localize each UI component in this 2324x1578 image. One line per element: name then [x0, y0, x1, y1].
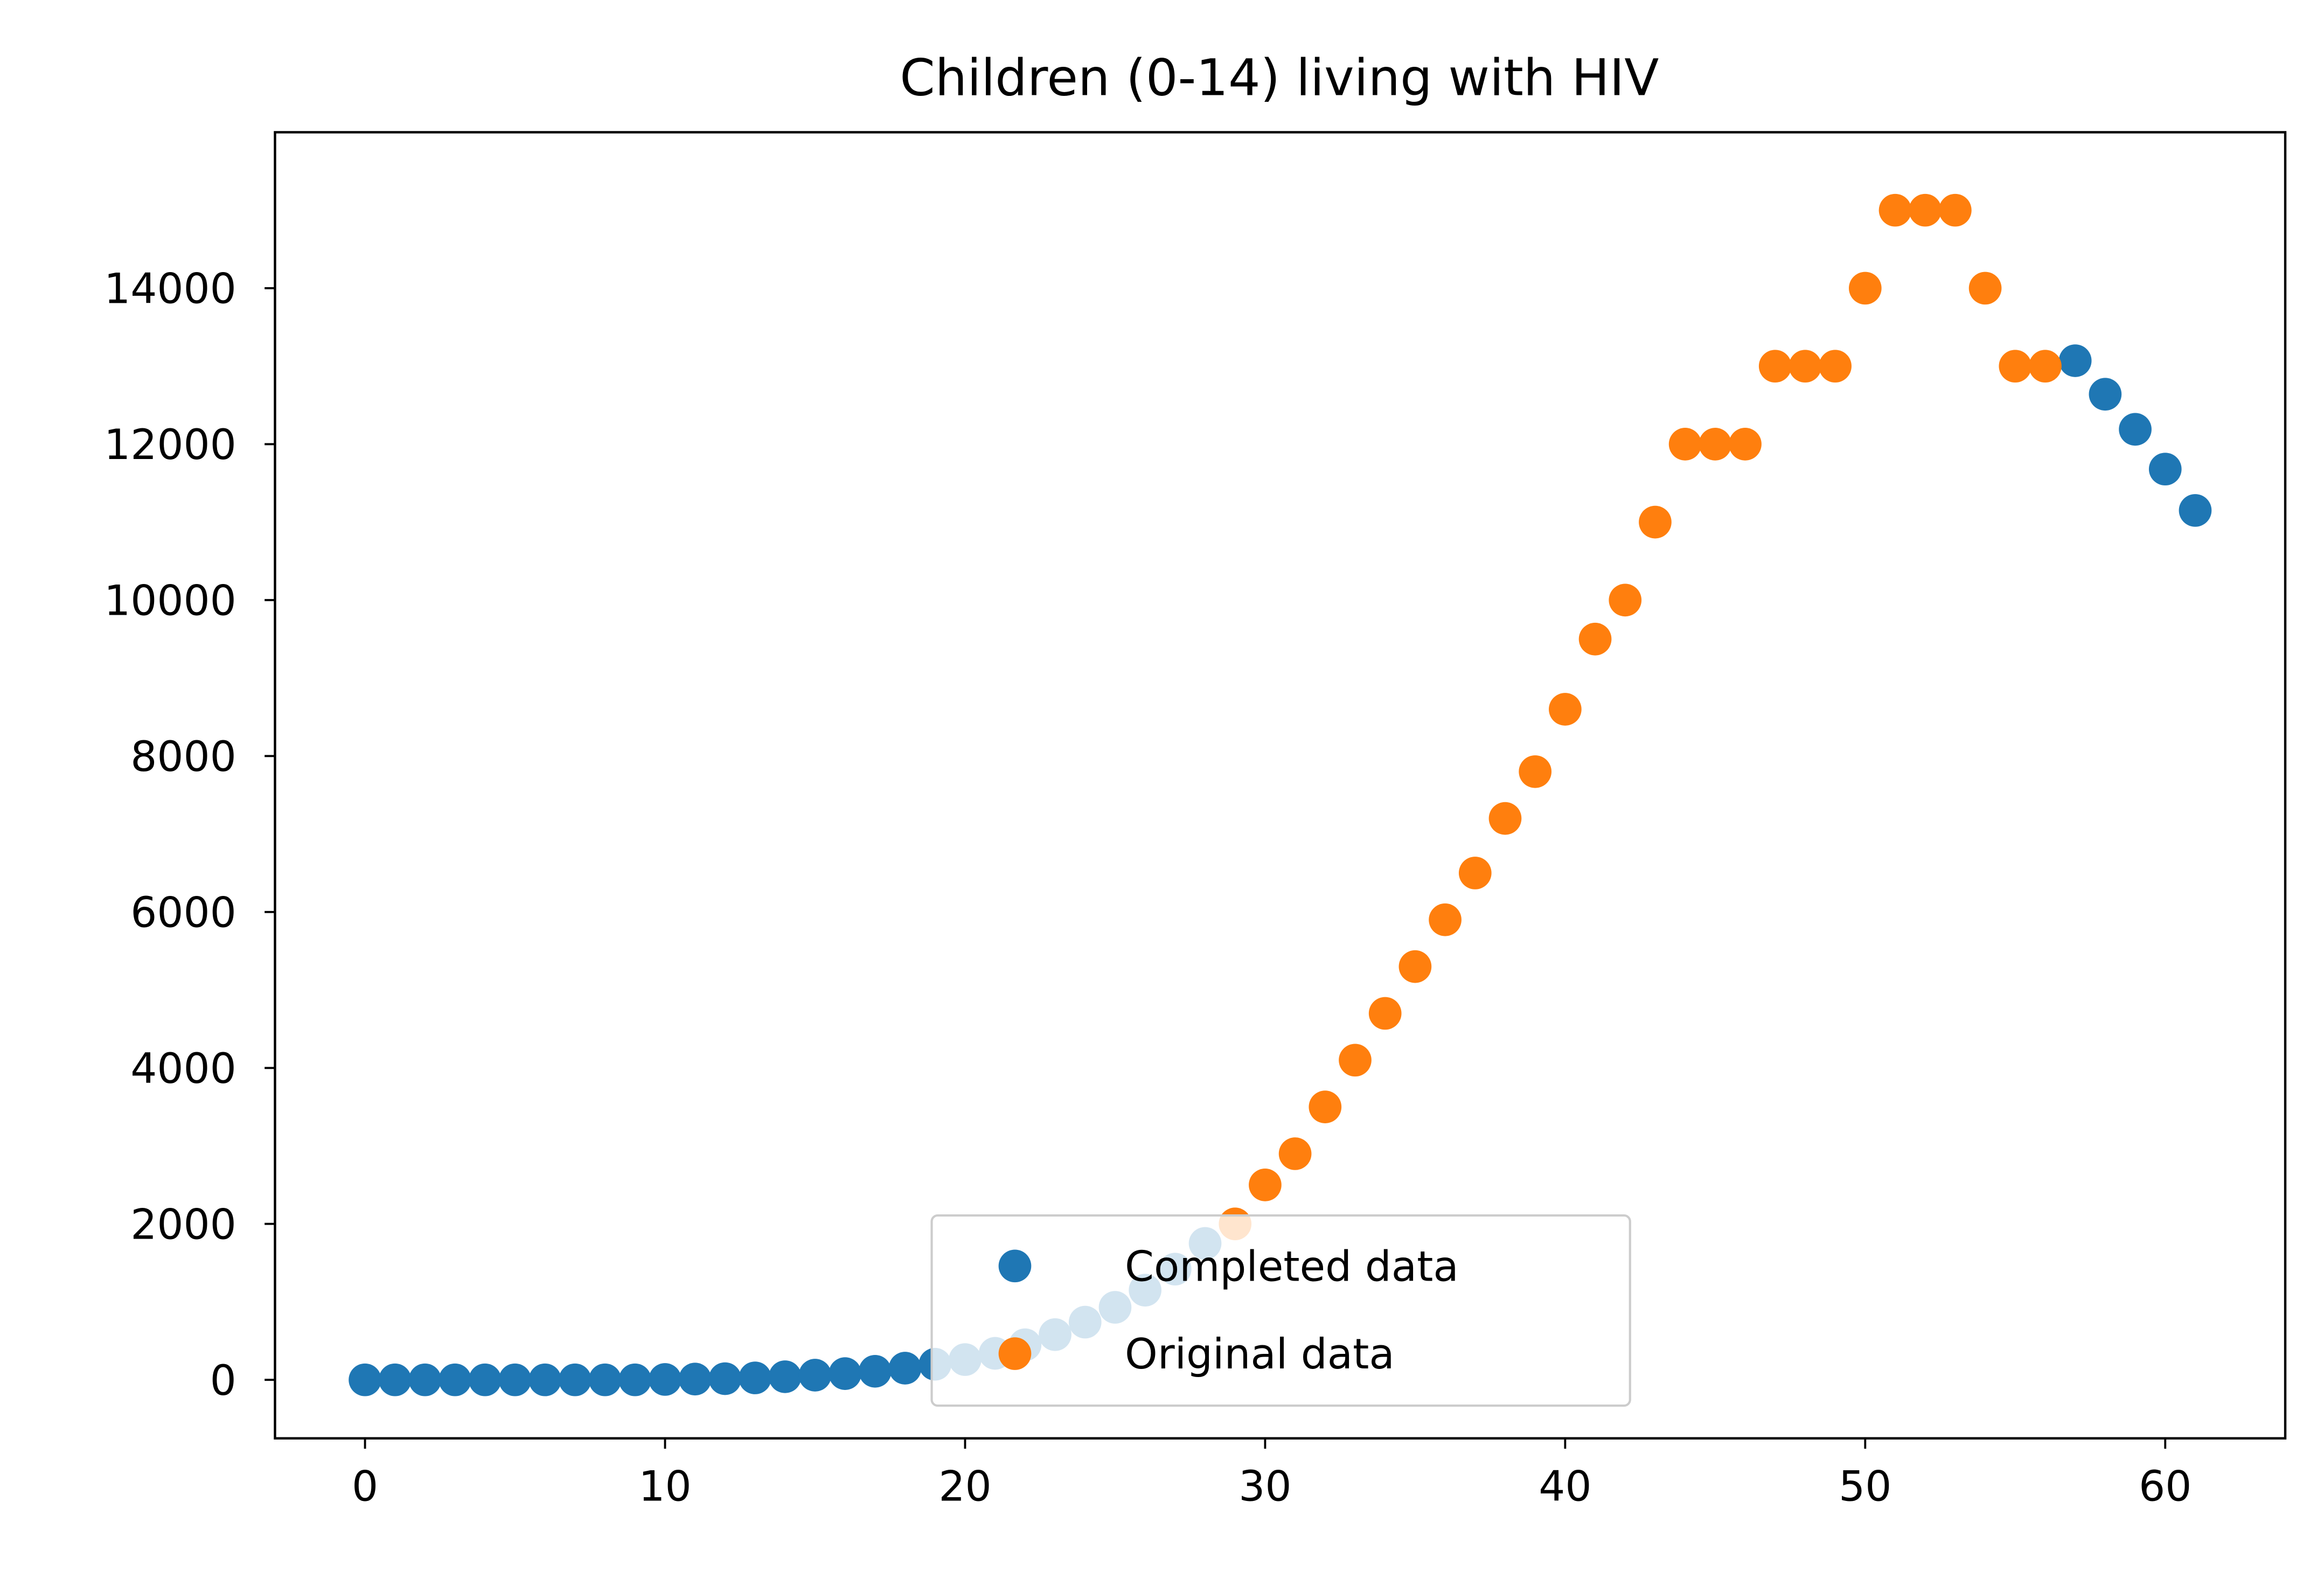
legend: Completed data Original data — [930, 1214, 1631, 1407]
data-point — [1819, 350, 1852, 383]
data-point — [1968, 272, 2002, 305]
data-point — [768, 1360, 802, 1393]
data-point — [439, 1363, 471, 1396]
data-point — [1939, 193, 1972, 227]
data-point — [1878, 193, 1912, 227]
data-point — [2058, 344, 2092, 377]
data-point — [1429, 903, 1462, 936]
data-point — [1249, 1169, 1282, 1201]
data-point — [1999, 350, 2032, 383]
data-point — [1639, 505, 1672, 539]
data-point — [349, 1363, 381, 1396]
data-point — [528, 1363, 562, 1396]
data-point — [559, 1363, 592, 1396]
data-point — [1519, 755, 1552, 788]
x-tick-label: 30 — [1238, 1463, 1291, 1511]
data-point — [1609, 583, 1642, 617]
data-point — [649, 1363, 681, 1396]
data-point — [1729, 428, 1762, 461]
data-point — [1398, 950, 1432, 983]
y-tick-label: 0 — [210, 1357, 236, 1405]
data-point — [1668, 428, 1702, 461]
x-tick-label: 10 — [638, 1463, 691, 1511]
legend-marker — [998, 1249, 1032, 1283]
data-point — [1848, 272, 1882, 305]
data-point — [2119, 413, 2152, 446]
data-point — [588, 1363, 622, 1396]
y-tick-label: 8000 — [130, 733, 236, 781]
data-point — [2089, 378, 2122, 411]
data-point — [2029, 350, 2062, 383]
legend-marker — [998, 1337, 1032, 1370]
x-tick-label: 50 — [1839, 1463, 1891, 1511]
x-tick-label: 20 — [938, 1463, 991, 1511]
data-point — [1789, 350, 1822, 383]
legend-box — [930, 1214, 1631, 1407]
data-point — [1909, 193, 1942, 227]
data-point — [859, 1354, 892, 1388]
data-point — [708, 1362, 742, 1395]
data-point — [2179, 494, 2212, 527]
data-point — [469, 1363, 502, 1396]
y-tick-label: 12000 — [104, 421, 236, 469]
data-point — [1549, 693, 1582, 726]
legend-label: Original data — [1125, 1330, 1395, 1379]
plot-frame — [274, 131, 2287, 1440]
data-point — [1699, 428, 1732, 461]
data-point — [829, 1357, 862, 1390]
data-point — [1578, 622, 1612, 656]
data-point — [1488, 802, 1522, 835]
y-tick-label: 10000 — [104, 576, 236, 625]
data-point — [1458, 857, 1492, 889]
data-point — [1368, 997, 1402, 1030]
y-tick-label: 2000 — [130, 1200, 236, 1249]
chart-title: Children (0-14) living with HIV — [900, 49, 1659, 108]
data-point — [618, 1363, 652, 1396]
data-point — [888, 1352, 922, 1385]
data-point — [678, 1362, 712, 1396]
data-point — [2148, 453, 2182, 486]
axes: 0 10 20 30 40 50 60 0 2000 4000 6000 8000 10000 12000… — [104, 131, 2287, 1511]
data-point — [378, 1363, 412, 1396]
x-tick-label: 0 — [352, 1463, 378, 1511]
data-point — [408, 1363, 442, 1396]
data-point — [1278, 1137, 1312, 1170]
y-tick-label: 14000 — [104, 265, 236, 314]
y-tick-label: 4000 — [130, 1045, 236, 1093]
y-tick-label: 6000 — [130, 888, 236, 937]
data-point — [739, 1361, 771, 1394]
x-tick-label: 60 — [2139, 1463, 2191, 1511]
data-point — [1339, 1044, 1372, 1077]
x-tick-label: 40 — [1539, 1463, 1591, 1511]
data-point — [798, 1359, 832, 1392]
data-point — [1309, 1090, 1342, 1123]
legend-label: Completed data — [1125, 1242, 1459, 1291]
data-point — [498, 1363, 532, 1396]
data-point — [1758, 350, 1792, 383]
